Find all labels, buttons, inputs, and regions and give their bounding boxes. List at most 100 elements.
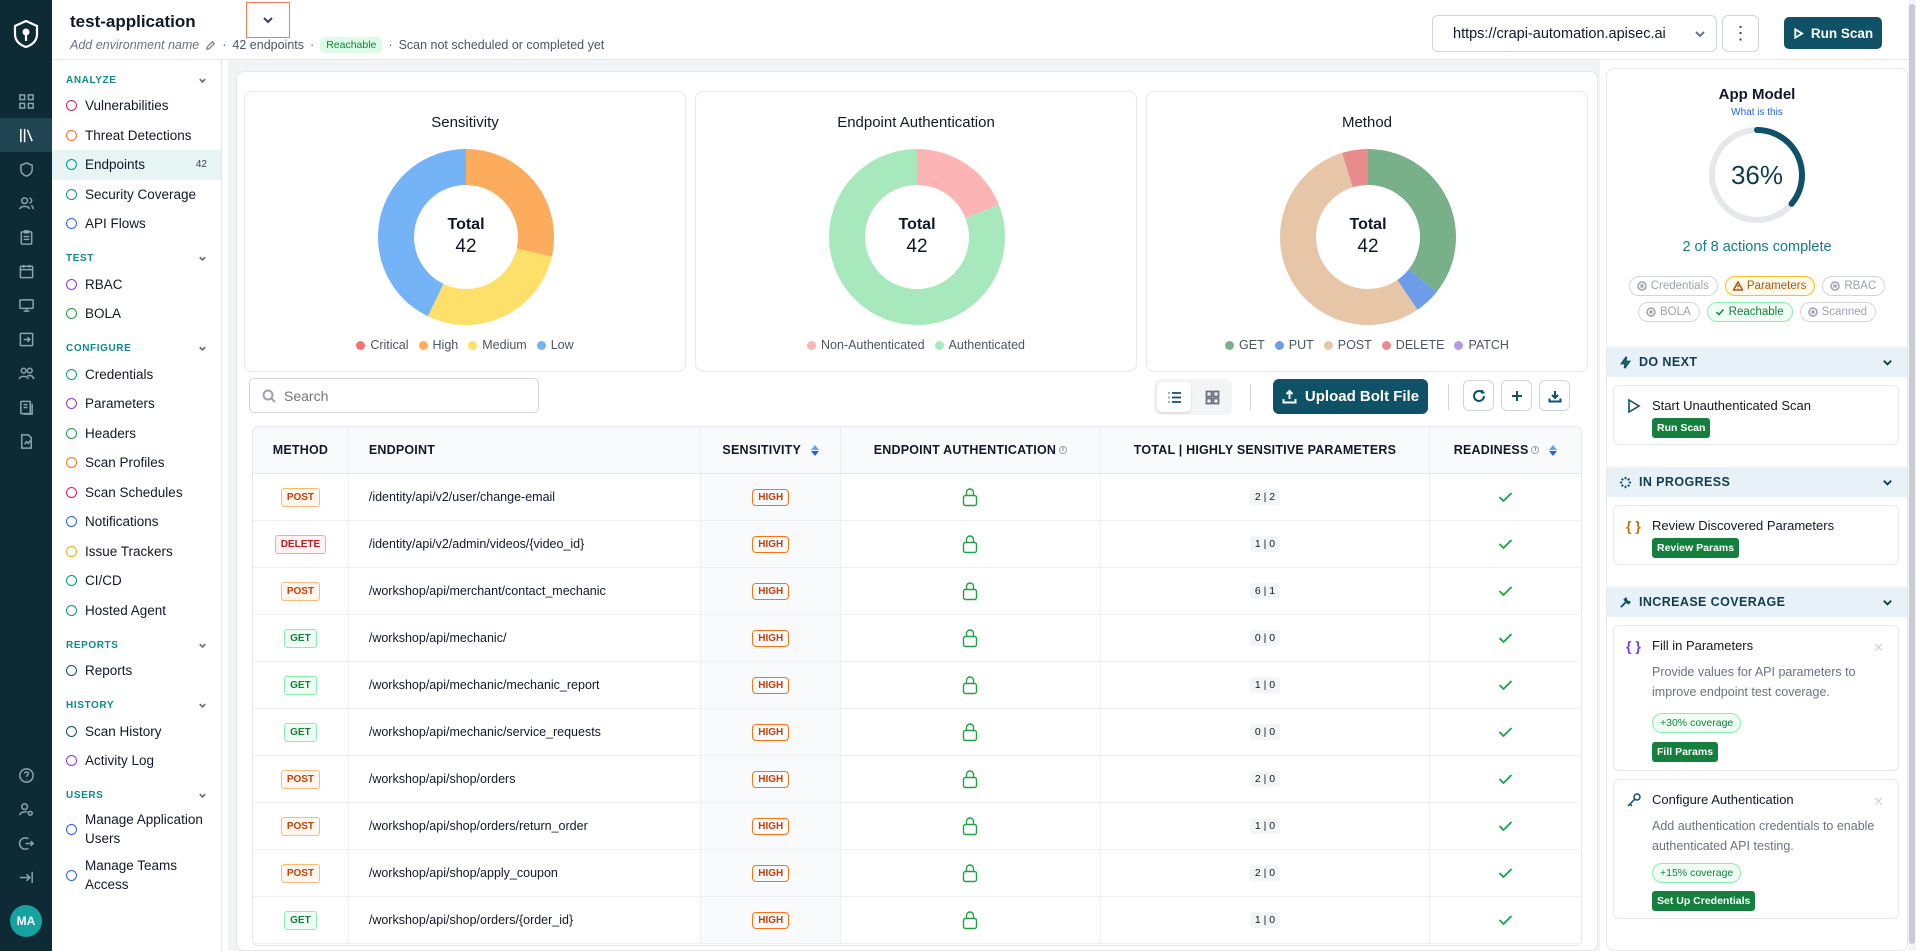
sidebar-section-header[interactable]: USERS <box>52 789 221 803</box>
donut-slice-authenticated[interactable] <box>829 149 1005 325</box>
sidebar-item-rbac[interactable]: RBAC <box>52 270 221 300</box>
do-next-run-scan-button[interactable]: Run Scan <box>1652 418 1711 438</box>
legend-item[interactable]: DELETE <box>1381 338 1444 352</box>
fill-params-button[interactable]: Fill Params <box>1652 742 1719 762</box>
endpoint-path[interactable]: /workshop/api/mechanic/mechanic_report <box>368 678 600 692</box>
endpoint-path[interactable]: /workshop/api/mechanic/ <box>368 631 507 645</box>
add-endpoint-button[interactable] <box>1501 380 1532 411</box>
donut-slice-medium[interactable] <box>427 248 552 325</box>
table-row[interactable]: DELETE /identity/api/v2/admin/videos/{vi… <box>253 521 1581 568</box>
sidebar-item-threat-detections[interactable]: Threat Detections <box>52 121 221 151</box>
endpoint-path[interactable]: /workshop/api/shop/apply_coupon <box>368 866 558 880</box>
upload-bolt-file-button[interactable]: Upload Bolt File <box>1273 379 1428 414</box>
legend-item[interactable]: POST <box>1323 338 1372 352</box>
set-up-credentials-button[interactable]: Set Up Credentials <box>1652 891 1756 911</box>
user-avatar[interactable]: MA <box>10 905 42 937</box>
rail-monitor-icon[interactable] <box>0 288 52 322</box>
endpoint-path[interactable]: /identity/api/v2/user/change-email <box>368 490 556 504</box>
legend-item[interactable]: Non-Authenticated <box>807 338 925 352</box>
table-row[interactable]: POST /workshop/api/merchant/contact_mech… <box>253 568 1581 615</box>
table-row[interactable]: POST /workshop/api/shop/orders HIGH 2 | … <box>253 756 1581 803</box>
table-row[interactable]: GET /workshop/api/shop/orders/{order_id}… <box>253 897 1581 944</box>
sidebar-item-notifications[interactable]: Notifications <box>52 507 221 537</box>
rail-applications-icon[interactable] <box>0 118 52 152</box>
status-chip-rbac[interactable]: RBAC <box>1822 276 1886 296</box>
table-row[interactable]: GET /workshop/api/mechanic/service_reque… <box>253 709 1581 756</box>
sidebar-item-scan-schedules[interactable]: Scan Schedules <box>52 478 221 508</box>
legend-item[interactable]: PUT <box>1274 338 1314 352</box>
endpoint-path[interactable]: /workshop/api/mechanic/service_requests <box>368 725 601 739</box>
sidebar-item-parameters[interactable]: Parameters <box>52 389 221 419</box>
run-scan-button[interactable]: Run Scan <box>1784 17 1882 49</box>
sort-icon[interactable] <box>1549 444 1558 456</box>
donut-slice-low[interactable] <box>377 149 466 317</box>
sidebar-item-manage-teams-access[interactable]: Manage Teams Access <box>52 853 221 899</box>
legend-item[interactable]: Medium <box>468 338 527 352</box>
rail-login-icon[interactable] <box>0 322 52 356</box>
legend-item[interactable]: Low <box>536 338 574 352</box>
close-icon[interactable]: ✕ <box>1873 794 1884 809</box>
page-scrollbar[interactable] <box>1908 0 1916 951</box>
status-chip-bola[interactable]: BOLA <box>1637 302 1700 322</box>
do-next-section[interactable]: DO NEXT <box>1607 347 1907 377</box>
scrollbar-thumb[interactable] <box>1909 4 1915 944</box>
download-button[interactable] <box>1539 380 1570 411</box>
sidebar-item-api-flows[interactable]: API Flows <box>52 209 221 239</box>
rail-report-icon[interactable] <box>0 424 52 458</box>
status-chip-parameters[interactable]: Parameters <box>1724 276 1816 296</box>
table-row[interactable]: GET /workshop/api/mechanic/mechanic_repo… <box>253 662 1581 709</box>
sidebar-item-credentials[interactable]: Credentials <box>52 360 221 390</box>
rail-clipboard-icon[interactable] <box>0 220 52 254</box>
pencil-icon[interactable] <box>205 40 216 51</box>
sidebar-section-header[interactable]: REPORTS <box>52 638 221 652</box>
sidebar-item-headers[interactable]: Headers <box>52 419 221 449</box>
sidebar-item-issue-trackers[interactable]: Issue Trackers <box>52 537 221 567</box>
rail-shield-icon[interactable] <box>0 152 52 186</box>
more-options-button[interactable]: ⋮ <box>1722 15 1759 52</box>
info-icon[interactable]: i <box>1531 446 1540 454</box>
endpoint-path[interactable]: /workshop/api/shop/orders/return_order <box>368 819 588 833</box>
application-switcher-button[interactable] <box>246 2 290 38</box>
sidebar-item-bola[interactable]: BOLA <box>52 299 221 329</box>
close-icon[interactable]: ✕ <box>1873 640 1884 655</box>
increase-coverage-section[interactable]: INCREASE COVERAGE <box>1607 587 1907 617</box>
header-sensitivity[interactable]: SENSITIVITY <box>701 427 842 473</box>
legend-item[interactable]: Authenticated <box>934 338 1025 352</box>
sidebar-item-activity-log[interactable]: Activity Log <box>52 746 221 776</box>
refresh-button[interactable] <box>1463 380 1494 411</box>
sidebar-section-header[interactable]: HISTORY <box>52 699 221 713</box>
endpoint-path[interactable]: /workshop/api/shop/orders <box>368 772 516 786</box>
sidebar-item-endpoints[interactable]: Endpoints 42 <box>52 150 221 180</box>
legend-item[interactable]: High <box>418 338 458 352</box>
legend-item[interactable]: GET <box>1225 338 1265 352</box>
sidebar-item-scan-profiles[interactable]: Scan Profiles <box>52 448 221 478</box>
donut-slice-post[interactable] <box>1280 152 1418 325</box>
rail-collapse-icon[interactable] <box>0 860 52 894</box>
status-chip-scanned[interactable]: Scanned <box>1799 302 1877 322</box>
endpoint-path[interactable]: /workshop/api/merchant/contact_mechanic <box>368 584 606 598</box>
donut-slice-put[interactable] <box>1397 269 1437 310</box>
sidebar-section-header[interactable]: TEST <box>52 252 221 266</box>
info-icon[interactable]: i <box>1059 446 1068 454</box>
rail-team-icon[interactable] <box>0 356 52 390</box>
environment-name-placeholder[interactable]: Add environment name <box>70 38 200 52</box>
sidebar-item-manage-application-users[interactable]: Manage Application Users <box>52 807 221 853</box>
rail-logout-icon[interactable] <box>0 826 52 860</box>
rail-users-icon[interactable] <box>0 186 52 220</box>
table-row[interactable]: POST /identity/api/v2/user/change-email … <box>253 474 1581 521</box>
endpoint-path[interactable]: /workshop/api/shop/orders/{order_id} <box>368 913 574 927</box>
rail-dashboard-icon[interactable] <box>0 84 52 118</box>
review-params-button[interactable]: Review Params <box>1652 538 1740 558</box>
donut-slice-non-authenticated[interactable] <box>917 149 999 219</box>
search-box[interactable] <box>249 378 539 413</box>
sidebar-item-ci-cd[interactable]: CI/CD <box>52 566 221 596</box>
list-view-button[interactable] <box>1157 382 1191 412</box>
sidebar-section-header[interactable]: CONFIGURE <box>52 342 221 356</box>
donut-slice-delete[interactable] <box>1342 149 1368 188</box>
grid-view-button[interactable] <box>1195 382 1229 412</box>
rail-calendar-icon[interactable] <box>0 254 52 288</box>
endpoint-path[interactable]: /identity/api/v2/admin/videos/{video_id} <box>368 537 585 551</box>
table-row[interactable]: POST /workshop/api/shop/orders/return_or… <box>253 803 1581 850</box>
donut-slice-get[interactable] <box>1368 149 1456 292</box>
rail-docs-icon[interactable] <box>0 390 52 424</box>
